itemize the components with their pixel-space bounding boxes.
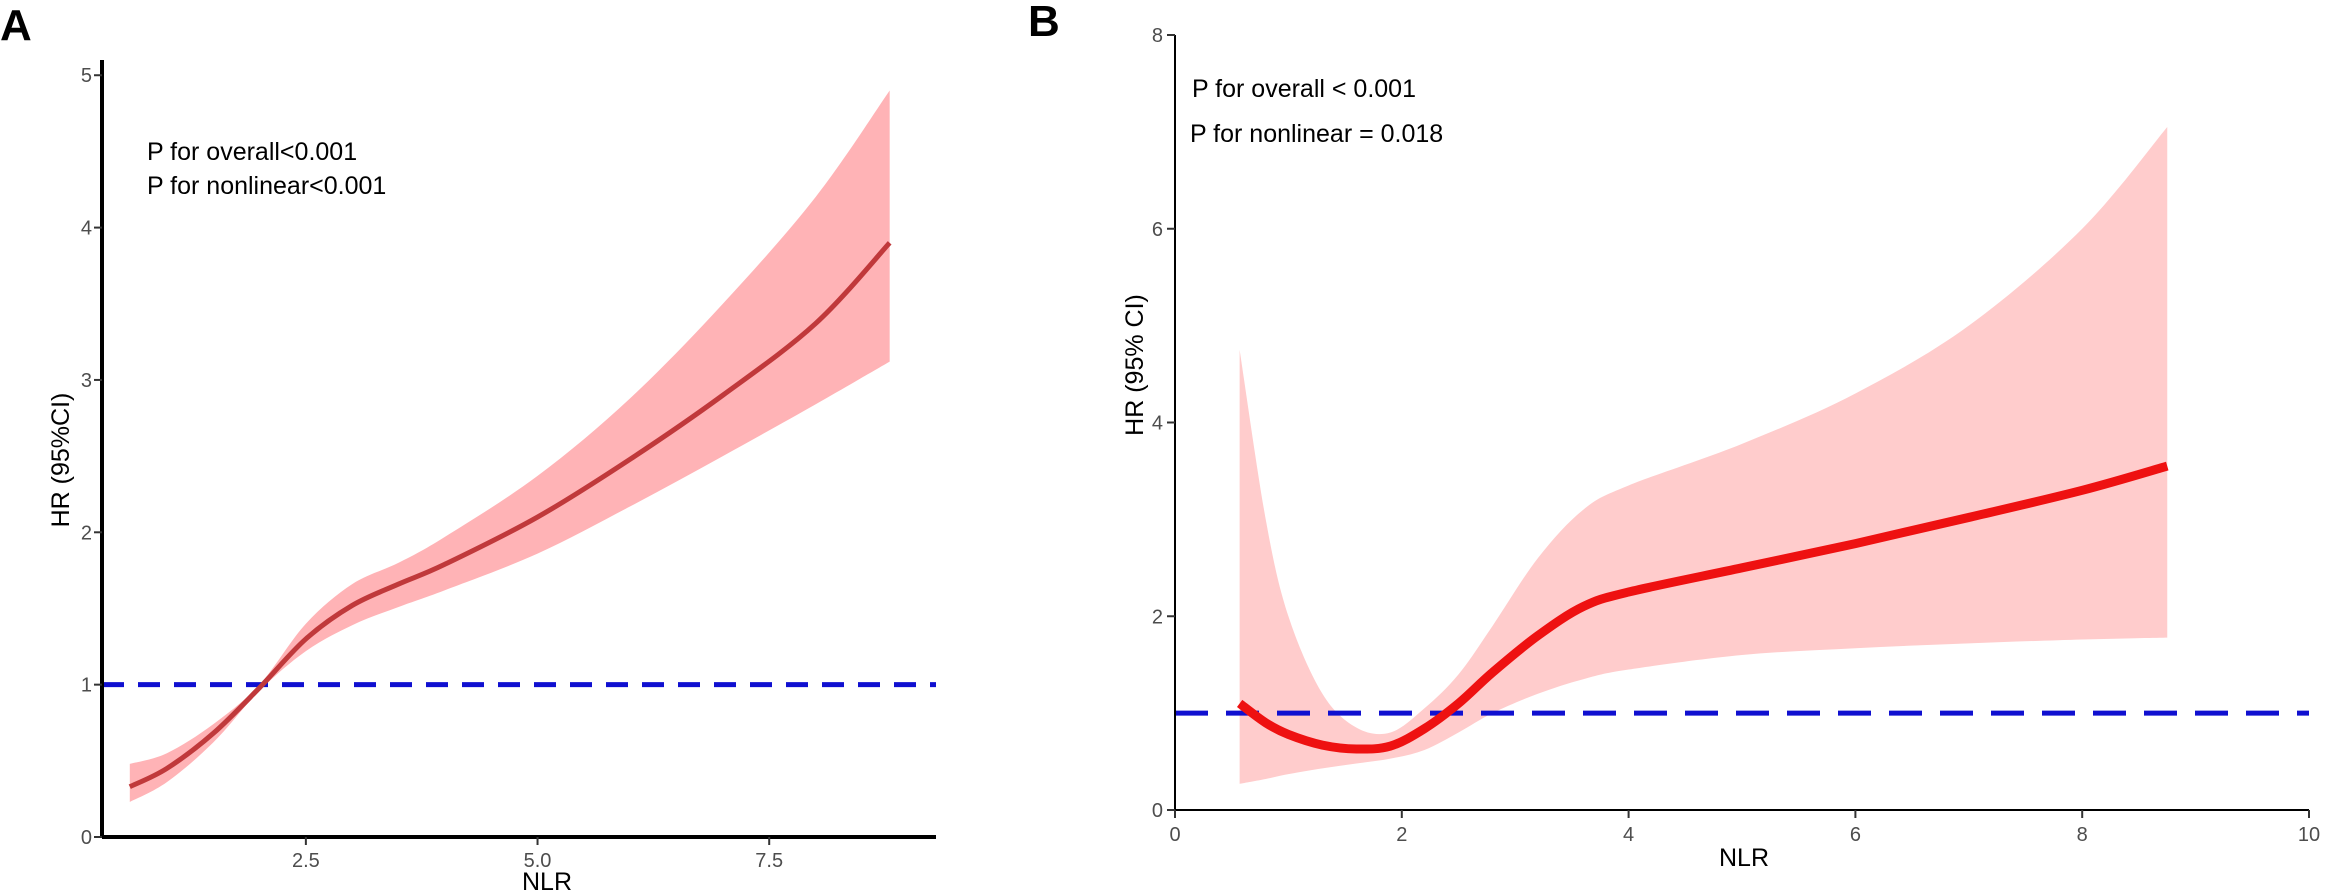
panel-a-x-tick-label: 2.5	[292, 850, 320, 872]
panel-b-annotation-nonlinear: P for nonlinear = 0.018	[1190, 120, 1443, 148]
panel-b-x-tick-label: 6	[1850, 824, 1861, 846]
panel-b-y-tick-label: 8	[1152, 25, 1163, 47]
panel-b-label: B	[1028, 0, 1060, 46]
panel-a-y-axis-title: HR (95%CI)	[47, 393, 75, 528]
panel-a-label: A	[0, 1, 32, 50]
panel-a-x-tick-label: 5.0	[524, 850, 552, 872]
panel-b-y-axis-title: HR (95% CI)	[1121, 294, 1149, 436]
panel-b-x-tick-label: 8	[2077, 824, 2088, 846]
panel-a-y-tick-label: 4	[81, 218, 92, 240]
panel-a: A 2.5 5.0 7.5 0 1 2 3 4 5 P for overall<0.001 P…	[0, 1, 936, 891]
panel-b-x-tick-label: 10	[2298, 824, 2320, 846]
panel-b-x-axis-title: NLR	[1719, 844, 1769, 872]
panel-b-y-tick-label: 4	[1152, 413, 1163, 435]
panel-a-y-tick-label: 0	[81, 827, 92, 849]
panel-a-y-tick-label: 2	[81, 522, 92, 544]
panel-b-confidence-band	[1239, 127, 2168, 784]
panel-a-y-tick-label: 5	[81, 65, 92, 87]
panel-b: B 0 2 4 6 8 10 0 2 4 6 8 P for overall < 0.001 P …	[1028, 0, 2320, 872]
panel-a-hr-curve	[128, 241, 892, 789]
panel-a-annotation-overall: P for overall<0.001	[147, 138, 357, 166]
panel-b-x-tick-label: 0	[1169, 824, 1180, 846]
panel-b-y-tick-label: 6	[1152, 219, 1163, 241]
panel-b-x-tick-label: 4	[1623, 824, 1634, 846]
panel-a-annotation-nonlinear: P for nonlinear<0.001	[147, 172, 386, 200]
panel-a-y-tick-label: 1	[81, 675, 92, 697]
panel-a-confidence-band	[129, 90, 890, 802]
panel-b-x-tick-label: 2	[1396, 824, 1407, 846]
panel-b-y-tick-label: 2	[1152, 606, 1163, 628]
panel-a-y-tick-label: 3	[81, 370, 92, 392]
panel-b-hr-curve	[1236, 461, 2169, 754]
panel-b-annotation-overall: P for overall < 0.001	[1192, 75, 1416, 103]
panel-b-y-tick-label: 0	[1152, 800, 1163, 822]
panel-a-x-axis-title: NLR	[522, 868, 572, 891]
panel-a-x-tick-label: 7.5	[755, 850, 783, 872]
